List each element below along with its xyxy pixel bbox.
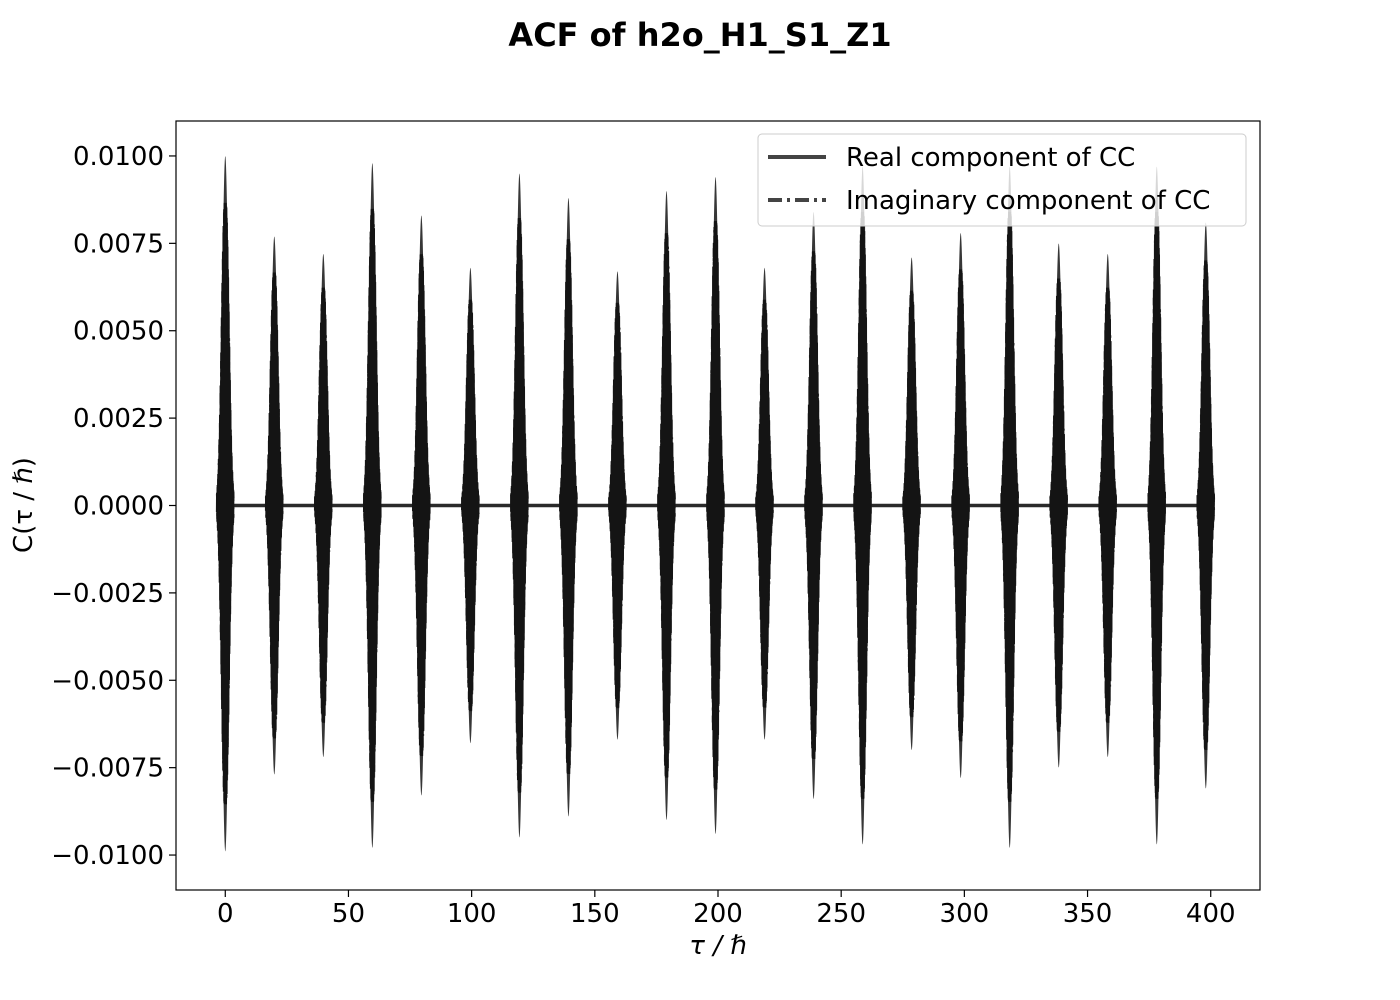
acf-peak-20 bbox=[1197, 222, 1214, 789]
y-axis-label: C(τ / ℏ) bbox=[9, 457, 39, 553]
acf-peak-17 bbox=[1050, 243, 1067, 768]
acf-peak-6 bbox=[511, 173, 528, 838]
acf-peak-13 bbox=[854, 166, 871, 845]
x-tick-label: 50 bbox=[332, 899, 365, 929]
y-tick-label: −0.0075 bbox=[51, 754, 164, 784]
acf-peak-3 bbox=[364, 162, 381, 849]
x-tick-label: 300 bbox=[940, 899, 990, 929]
acf-peak-18 bbox=[1099, 253, 1116, 758]
legend-label-real: Real component of CC bbox=[846, 143, 1135, 173]
y-tick-label: 0.0000 bbox=[73, 492, 164, 522]
acf-peak-7 bbox=[560, 197, 577, 817]
x-tick-label: 100 bbox=[447, 899, 497, 929]
acf-peak-10 bbox=[707, 176, 724, 835]
y-axis-ticks: 0.0100 0.0075 0.0050 0.0025 0.0000 −0.0025 −0.… bbox=[51, 142, 176, 871]
acf-peak-12 bbox=[805, 211, 822, 800]
legend-label-imaginary: Imaginary component of CC bbox=[846, 186, 1210, 216]
acf-peak-0 bbox=[217, 155, 234, 852]
y-tick-label: 0.0025 bbox=[73, 404, 164, 434]
x-axis-label: τ / ℏ bbox=[689, 931, 746, 961]
x-tick-label: 250 bbox=[816, 899, 866, 929]
acf-peak-16 bbox=[1001, 166, 1018, 849]
x-tick-label: 0 bbox=[217, 899, 234, 929]
y-tick-label: −0.0025 bbox=[51, 579, 164, 609]
legend: Real component of CC Imaginary component… bbox=[757, 133, 1247, 227]
acf-peak-2 bbox=[315, 253, 332, 758]
chart-title: ACF of h2o_H1_S1_Z1 bbox=[508, 16, 891, 54]
acf-peak-5 bbox=[462, 267, 479, 744]
x-tick-label: 350 bbox=[1063, 899, 1113, 929]
acf-peak-8 bbox=[609, 271, 626, 740]
acf-peak-11 bbox=[756, 267, 773, 740]
series-layer bbox=[215, 155, 1216, 852]
y-tick-label: 0.0075 bbox=[73, 229, 164, 259]
acf-peak-4 bbox=[413, 215, 430, 796]
acf-peak-9 bbox=[658, 190, 675, 821]
x-tick-label: 200 bbox=[693, 899, 743, 929]
acf-peak-19 bbox=[1148, 166, 1165, 845]
x-tick-label: 400 bbox=[1186, 899, 1236, 929]
y-tick-label: −0.0050 bbox=[51, 666, 164, 696]
y-tick-label: −0.0100 bbox=[51, 841, 164, 871]
x-axis-ticks: 0 50 100 150 200 250 300 350 400 bbox=[217, 890, 1236, 929]
y-tick-label: 0.0100 bbox=[73, 142, 164, 172]
acf-peak-14 bbox=[903, 257, 920, 751]
acf-peak-1 bbox=[266, 236, 283, 775]
x-tick-label: 150 bbox=[570, 899, 620, 929]
y-tick-label: 0.0050 bbox=[73, 317, 164, 347]
acf-peak-15 bbox=[952, 232, 969, 779]
legend-box bbox=[757, 133, 1247, 227]
